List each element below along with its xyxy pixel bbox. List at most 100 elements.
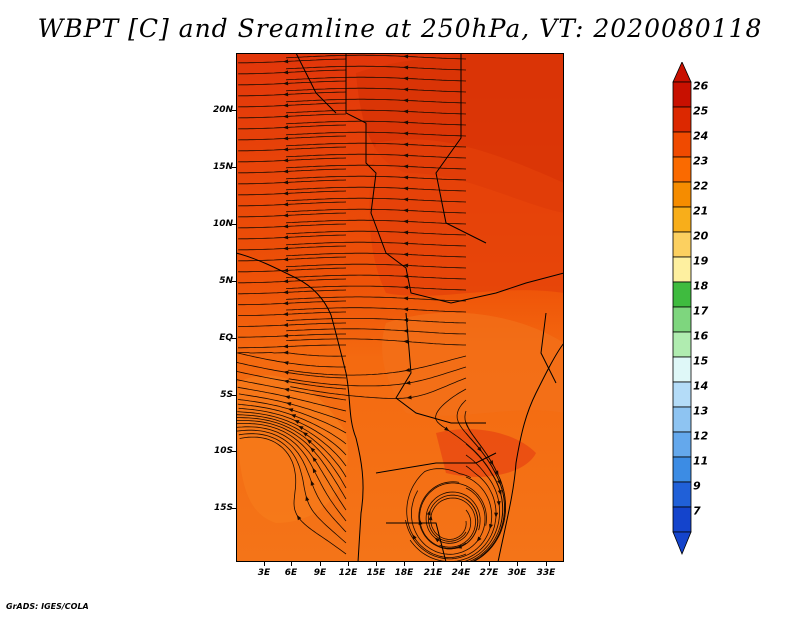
- colorbar-swatch: [672, 431, 692, 458]
- colorbar-swatch: [672, 256, 692, 283]
- lon-label: 33E: [536, 568, 556, 578]
- colorbar-swatch: [672, 81, 692, 108]
- streamline: [286, 120, 467, 126]
- streamline-arrow: [403, 263, 409, 268]
- streamline: [286, 98, 467, 104]
- streamline-arrow: [283, 191, 289, 196]
- streamline: [236, 371, 347, 390]
- streamline: [238, 256, 347, 262]
- map-panel: [235, 52, 565, 563]
- streamline-arrow: [283, 379, 289, 384]
- streamline: [238, 102, 347, 108]
- streamline: [286, 87, 467, 93]
- streamline: [236, 414, 347, 478]
- lon-label: 18E: [394, 568, 414, 578]
- streamline: [236, 426, 347, 522]
- streamline: [288, 355, 467, 376]
- streamline: [286, 241, 467, 247]
- streamline-arrow: [403, 285, 409, 290]
- streamline-arrow: [403, 142, 409, 147]
- colorbar: [672, 62, 692, 556]
- streamline: [238, 58, 347, 64]
- streamline-arrow: [403, 197, 409, 202]
- streamline-arrow: [283, 312, 289, 317]
- streamline: [419, 482, 487, 549]
- colorbar-label: 20: [693, 229, 709, 243]
- colorbar-label: 22: [693, 179, 709, 193]
- streamline: [236, 352, 346, 368]
- lat-label: 15S: [213, 503, 233, 513]
- border-line-5: [375, 452, 497, 474]
- streamline: [238, 179, 347, 185]
- streamline-arrow: [403, 131, 409, 136]
- streamline: [286, 252, 467, 258]
- streamline: [239, 436, 347, 555]
- streamline-arrow: [456, 544, 463, 549]
- streamline-arrow: [283, 246, 289, 251]
- streamline-arrow: [403, 296, 409, 301]
- streamline: [286, 131, 467, 137]
- lat-label: 10S: [213, 446, 233, 456]
- streamline: [238, 245, 347, 251]
- streamline-arrow: [403, 274, 409, 279]
- streamline-arrows: [283, 54, 502, 549]
- map-frame: [236, 53, 564, 562]
- streamline: [430, 497, 477, 548]
- streamline: [410, 487, 486, 555]
- warm-region: [369, 139, 564, 296]
- streamline: [238, 333, 346, 338]
- lat-label: 20N: [212, 105, 233, 115]
- lat-tick: [232, 338, 236, 339]
- colorbar-swatch: [672, 331, 692, 358]
- lon-label: 30E: [507, 568, 527, 578]
- streamline-arrow: [283, 290, 289, 295]
- lat-tick: [232, 281, 236, 282]
- streamline-arrow: [403, 120, 409, 125]
- streamline: [290, 377, 467, 399]
- streamline-arrow: [283, 147, 289, 152]
- streamline: [463, 454, 501, 563]
- lon-tick: [320, 562, 321, 566]
- streamline-arrow: [283, 103, 289, 108]
- streamline-arrow: [283, 279, 289, 284]
- streamline-arrow: [403, 219, 409, 224]
- streamline-arrow: [403, 186, 409, 191]
- streamline-arrow: [284, 387, 290, 392]
- colorbar-top-arrow: [672, 62, 692, 83]
- lon-tick: [489, 562, 490, 566]
- streamline-arrow: [403, 307, 409, 312]
- streamline-arrow: [406, 395, 412, 400]
- lon-label: 24E: [451, 568, 471, 578]
- streamline: [237, 386, 347, 412]
- lat-tick: [232, 167, 236, 168]
- colorbar-swatch: [672, 406, 692, 433]
- streamline: [237, 399, 347, 434]
- streamline: [465, 421, 506, 562]
- streamline-arrow: [404, 367, 411, 372]
- streamline-arrow: [496, 500, 501, 507]
- streamline: [286, 109, 467, 115]
- streamline: [286, 328, 467, 335]
- streamline: [238, 69, 347, 75]
- colorbar-bottom-arrow: [672, 531, 692, 556]
- lat-tick: [232, 110, 236, 111]
- lon-tick: [291, 562, 292, 566]
- lake-outline: [540, 312, 557, 384]
- streamline-arrow: [283, 114, 289, 119]
- streamline: [238, 201, 347, 207]
- colorbar-label: 11: [693, 454, 709, 468]
- streamline: [238, 322, 346, 327]
- streamline-arrow: [283, 235, 289, 240]
- streamline-arrow: [403, 87, 409, 92]
- streamline: [465, 443, 503, 563]
- streamline-arrow: [444, 426, 450, 432]
- colorbar-swatch: [672, 356, 692, 383]
- colorbar-label: 19: [693, 254, 709, 268]
- streamline: [238, 267, 347, 273]
- lon-tick: [517, 562, 518, 566]
- streamline-arrow: [283, 70, 289, 75]
- streamline-arrow: [283, 301, 289, 306]
- lon-label: 6E: [284, 568, 298, 578]
- streamline: [236, 429, 347, 533]
- lat-tick: [232, 395, 236, 396]
